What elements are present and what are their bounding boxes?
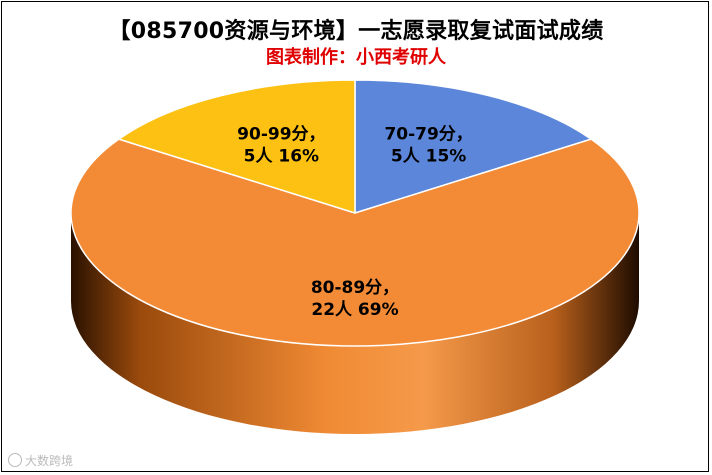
slice-label-range: 90-99分， (237, 124, 325, 144)
slice-label-2: 90-99分， 5人 16% (237, 124, 325, 166)
pie-top-face (70, 79, 640, 347)
slice-label-1: 80-89分， 22人 69% (311, 278, 399, 320)
watermark-text: 大数跨境 (25, 454, 74, 468)
pie-slice-1 (70, 138, 640, 347)
slice-label-range: 80-89分， (311, 278, 399, 298)
slice-label-range: 70-79分， (384, 124, 472, 144)
watermark: 大数跨境 (8, 452, 73, 469)
slice-label-0: 70-79分， 5人 15% (384, 124, 472, 166)
pie-slice-0 (354, 79, 592, 214)
slice-label-count: 5人 16% (244, 146, 319, 166)
pie-slice-2 (118, 79, 356, 214)
pie-side-wall (71, 213, 639, 434)
watermark-icon (8, 453, 22, 467)
pie-labels: 70-79分， 5人 15% 80-89分， 22人 69% 90-99分， 5人 16% (237, 124, 473, 320)
chart-title: 【085700资源与环境】一志愿录取复试面试成绩 (108, 19, 604, 44)
chart-subtitle: 图表制作：小西考研人 (266, 47, 446, 68)
slice-label-count: 5人 15% (391, 146, 466, 166)
slice-label-count: 22人 69% (311, 300, 398, 320)
pie-side-wall-face (71, 213, 639, 434)
